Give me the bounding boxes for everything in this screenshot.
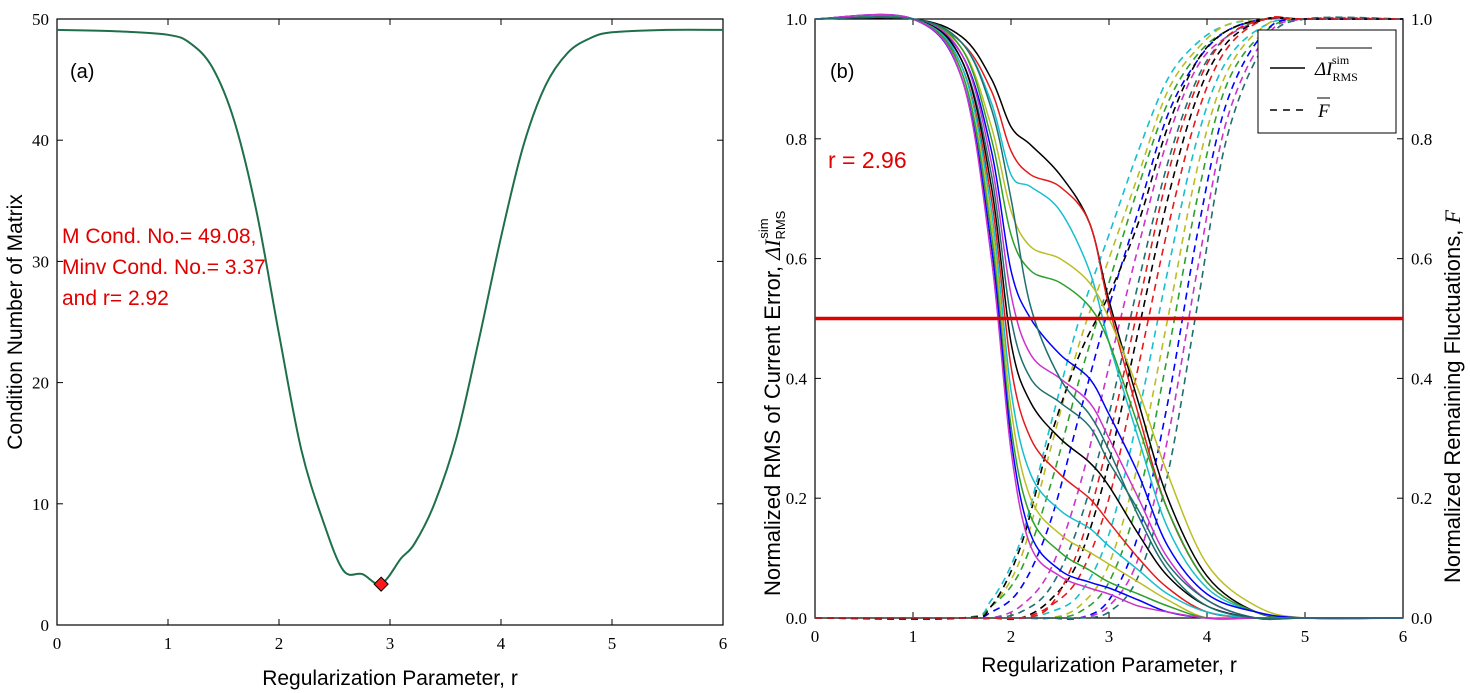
- panel-b-xlabel: Regularization Parameter, r: [981, 654, 1237, 677]
- a-ytick-label-5: 50: [32, 10, 49, 29]
- panel-b-ylabel2-text: Normalized Remaining Fluctuations,: [1440, 230, 1465, 583]
- panel-b-ylabel2-group: Normalized Remaining Fluctuations, F: [1440, 210, 1465, 584]
- a-ytick-label-3: 30: [32, 252, 49, 271]
- b-ytick2-label-1: 0.2: [1411, 489, 1432, 508]
- panel-b-label: (b): [830, 61, 854, 83]
- b-ytick-label-3: 0.6: [786, 250, 807, 269]
- rms-curve-14: [814, 13, 1403, 620]
- a-xtick-label-0: 0: [53, 634, 62, 653]
- legend-rms-sub: RMS: [1332, 70, 1357, 84]
- rms-curve-10: [814, 14, 1403, 620]
- rms-curve-4: [814, 16, 1404, 620]
- a-series-line-0: [56, 28, 724, 586]
- b-ytick2-label-0: 0.0: [1411, 609, 1432, 628]
- b-xtick-label-6: 6: [1399, 627, 1408, 646]
- b-ytick-label-2: 0.4: [786, 369, 808, 388]
- annotation-line-3: and r= 2.92: [62, 287, 169, 310]
- a-ytick-label-2: 20: [32, 374, 49, 393]
- legend-rms-sup: sim: [1332, 53, 1350, 67]
- legend: ΔIRMS sim F: [1257, 29, 1397, 134]
- panel-b-ylabel: Normalized RMS of Current Error, ΔIRMSsi…: [756, 210, 788, 596]
- a-xtick-label-1: 1: [164, 634, 173, 653]
- panel-b-ylabel-sup: sim: [756, 218, 771, 238]
- panel-b-ylabel-sub: RMS: [773, 210, 788, 239]
- r-note: r = 2.96: [828, 147, 907, 173]
- panel-a-curves: [56, 28, 724, 592]
- b-ytick-label-0: 0.0: [786, 609, 807, 628]
- panel-a: 0 1 2 3 4 5 6 0 10 20 30 40 50 (a) M Cond. No.= 49.0…: [4, 10, 727, 690]
- panel-b: 0 1 2 3 4 5 60.0 0.00.2 0.20.4 0.40.6 0.60.8 0.81.0…: [756, 10, 1465, 677]
- a-xtick-label-4: 4: [497, 634, 506, 653]
- legend-box: [1257, 29, 1397, 134]
- b-ytick2-label-4: 0.8: [1411, 130, 1432, 149]
- f-curve-7: [815, 16, 1403, 620]
- panel-b-ylabel2-symbol: F: [1440, 210, 1465, 225]
- a-min-marker: [373, 576, 389, 592]
- f-curve-14: [814, 17, 1403, 620]
- b-xtick-label-1: 1: [909, 627, 918, 646]
- a-xtick-label-2: 2: [275, 634, 284, 653]
- a-ytick-label-4: 40: [32, 131, 49, 150]
- b-ytick-label-4: 0.8: [786, 130, 807, 149]
- a-ytick-label-0: 0: [41, 616, 50, 635]
- b-xtick-label-0: 0: [811, 627, 820, 646]
- b-ytick2-label-2: 0.4: [1411, 369, 1433, 388]
- f-curve-13: [815, 16, 1404, 620]
- annotation-line-1: M Cond. No.= 49.08,: [62, 225, 256, 248]
- rms-curve-15: [814, 16, 1403, 620]
- b-xtick-label-2: 2: [1007, 627, 1016, 646]
- panel-a-plot-area: [56, 18, 724, 626]
- panel-b-ylabel2: Normalized Remaining Fluctuations, F: [1440, 210, 1465, 584]
- b-ytick2-label-5: 1.0: [1411, 10, 1432, 29]
- b-ytick-label-1: 0.2: [786, 489, 807, 508]
- f-curve-6: [815, 16, 1403, 621]
- legend-f-symbol: F: [1317, 101, 1330, 122]
- legend-rms-symbol: ΔI: [1314, 59, 1334, 80]
- f-curve-12: [815, 16, 1404, 620]
- a-xtick-label-6: 6: [719, 634, 728, 653]
- panel-b-curves: [814, 13, 1404, 621]
- b-ytick-label-5: 1.0: [786, 10, 807, 29]
- b-xtick-label-4: 4: [1203, 627, 1212, 646]
- panel-b-ylabel-text: Normalized RMS of Current Error,: [760, 266, 785, 596]
- a-xtick-label-3: 3: [386, 634, 395, 653]
- panel-b-ticks: 0 1 2 3 4 5 60.0 0.00.2 0.20.4 0.40.6 0.60.8 0.81.0…: [786, 10, 1433, 646]
- panel-a-ylabel: Condition Number of Matrix: [4, 194, 27, 450]
- b-ytick2-label-3: 0.6: [1411, 250, 1432, 269]
- legend-entry-rms: ΔIRMS sim: [1314, 53, 1358, 84]
- f-curve-8: [815, 17, 1404, 620]
- panel-a-label: (a): [70, 61, 94, 83]
- panel-b-ylabel-group: Normalized RMS of Current Error, ΔIRMSsi…: [756, 210, 788, 596]
- panel-b-ylabel-symbol: ΔI: [760, 238, 785, 261]
- a-ytick-label-1: 10: [32, 495, 49, 514]
- a-xtick-label-5: 5: [608, 634, 617, 653]
- annotation-line-2: Minv Cond. No.= 3.37: [62, 256, 266, 279]
- panel-a-xlabel: Regularization Parameter, r: [262, 667, 518, 690]
- rms-curve-3: [814, 16, 1404, 620]
- panel-a-ticks: 0 1 2 3 4 5 6 0 10 20 30 40 50: [32, 10, 727, 653]
- f-curve-3: [814, 17, 1403, 620]
- f-curve-0: [814, 17, 1403, 621]
- b-xtick-label-3: 3: [1105, 627, 1114, 646]
- b-xtick-label-5: 5: [1301, 627, 1310, 646]
